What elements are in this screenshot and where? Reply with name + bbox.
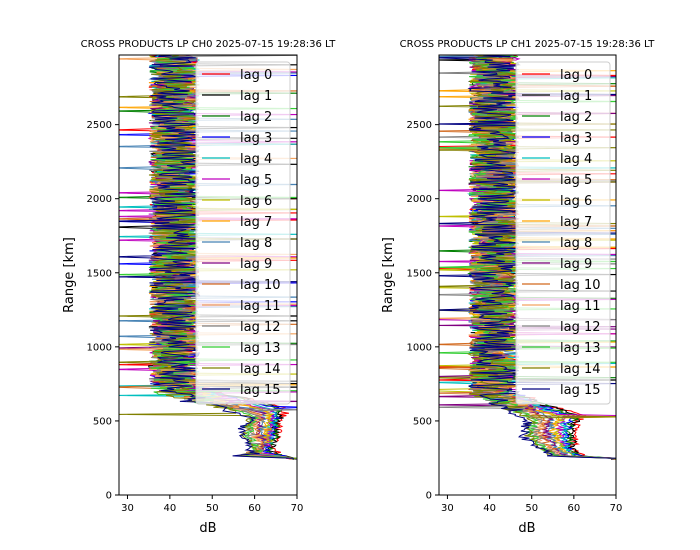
legend-label: lag 5 <box>560 173 592 188</box>
series-line-lag-14 <box>439 55 616 460</box>
legend-label: lag 3 <box>560 131 592 146</box>
legend-label: lag 5 <box>240 173 272 188</box>
legend-label: lag 15 <box>240 383 281 398</box>
legend-label: lag 0 <box>240 68 272 83</box>
legend-label: lag 10 <box>560 278 601 293</box>
chart-title: CROSS PRODUCTS LP CH0 2025-07-15 19:28:3… <box>81 39 337 50</box>
series-line-lag-13 <box>119 55 297 460</box>
axes: 30 40 50 60 70 0 500 1000 1500 2000 2500 <box>407 54 623 514</box>
chart-title: CROSS PRODUCTS LP CH1 2025-07-15 19:28:3… <box>400 39 656 50</box>
y-tick-label: 2000 <box>407 194 432 205</box>
legend: lag 0 lag 1 lag 2 lag 3 lag 4 lag 5 lag 6 lag 7… <box>195 61 291 405</box>
legend-label: lag 12 <box>240 320 281 335</box>
legend-label: lag 0 <box>560 68 592 83</box>
y-tick-label: 500 <box>93 416 112 427</box>
y-tick-label: 1000 <box>87 342 112 353</box>
x-tick-label: 50 <box>525 503 538 514</box>
legend: lag 0 lag 1 lag 2 lag 3 lag 4 lag 5 lag 6 lag 7… <box>515 61 611 405</box>
y-tick-label: 500 <box>413 416 432 427</box>
legend-label: lag 1 <box>560 89 592 104</box>
series-lines <box>439 55 616 460</box>
legend-label: lag 6 <box>560 194 592 209</box>
x-tick-label: 70 <box>291 503 304 514</box>
x-tick-label: 40 <box>483 503 496 514</box>
x-tick-label: 30 <box>441 503 454 514</box>
y-tick-label: 1500 <box>87 268 112 279</box>
legend-label: lag 7 <box>240 215 272 230</box>
y-tick-label: 2500 <box>87 120 112 131</box>
legend-label: lag 11 <box>240 299 281 314</box>
y-tick-label: 0 <box>106 491 112 502</box>
legend-frame <box>195 61 291 405</box>
x-tick-label: 30 <box>121 503 134 514</box>
legend-label: lag 10 <box>240 278 281 293</box>
legend-label: lag 2 <box>240 110 272 125</box>
y-tick-label: 1000 <box>407 342 432 353</box>
legend-label: lag 2 <box>560 110 592 125</box>
panel-ch0: CROSS PRODUCTS LP CH0 2025-07-15 19:28:3… <box>62 39 336 536</box>
x-tick-label: 50 <box>206 503 219 514</box>
y-tick-label: 2500 <box>407 120 432 131</box>
legend-label: lag 13 <box>240 341 281 356</box>
x-axis-label: dB <box>518 521 535 536</box>
y-tick-label: 1500 <box>407 268 432 279</box>
y-tick-label: 0 <box>426 491 432 502</box>
legend-label: lag 9 <box>240 257 272 272</box>
legend-label: lag 7 <box>560 215 592 230</box>
legend-label: lag 8 <box>560 236 592 251</box>
legend-label: lag 12 <box>560 320 601 335</box>
legend-label: lag 9 <box>560 257 592 272</box>
legend-label: lag 6 <box>240 194 272 209</box>
x-tick-label: 60 <box>248 503 261 514</box>
legend-frame <box>515 61 611 405</box>
legend-label: lag 14 <box>240 362 281 377</box>
legend-label: lag 3 <box>240 131 272 146</box>
legend-label: lag 4 <box>240 152 272 167</box>
axes: 30 40 50 60 70 0 500 1000 1500 2000 2500 <box>87 54 304 514</box>
panel-ch1: CROSS PRODUCTS LP CH1 2025-07-15 19:28:3… <box>381 39 655 536</box>
y-axis-label: Range [km] <box>62 237 77 313</box>
x-tick-label: 40 <box>163 503 176 514</box>
y-tick-label: 2000 <box>87 194 112 205</box>
plot-frame <box>438 54 617 496</box>
legend-label: lag 14 <box>560 362 601 377</box>
legend-label: lag 15 <box>560 383 601 398</box>
x-tick-label: 70 <box>610 503 623 514</box>
y-axis-label: Range [km] <box>381 237 396 313</box>
legend-label: lag 1 <box>240 89 272 104</box>
series-line-lag-15 <box>119 55 297 460</box>
x-tick-label: 60 <box>567 503 580 514</box>
plot-frame <box>118 54 298 496</box>
legend-label: lag 13 <box>560 341 601 356</box>
legend-label: lag 8 <box>240 236 272 251</box>
x-axis-label: dB <box>199 521 216 536</box>
legend-label: lag 4 <box>560 152 592 167</box>
legend-label: lag 11 <box>560 299 601 314</box>
